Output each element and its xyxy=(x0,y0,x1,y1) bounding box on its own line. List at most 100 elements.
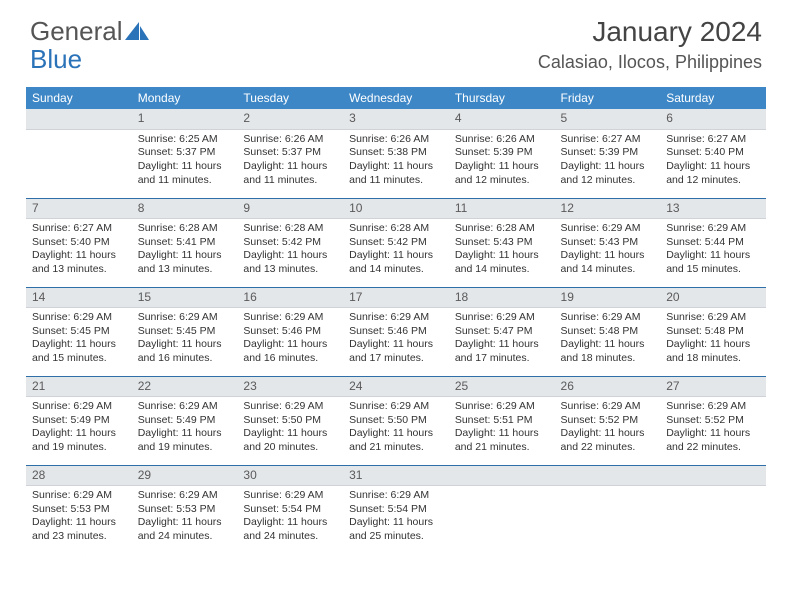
day-cell: 23Sunrise: 6:29 AMSunset: 5:50 PMDayligh… xyxy=(237,376,343,465)
day-detail: Sunrise: 6:29 AMSunset: 5:43 PMDaylight:… xyxy=(555,219,661,281)
sunset-text: Sunset: 5:40 PM xyxy=(666,146,760,160)
day-cell: 2Sunrise: 6:26 AMSunset: 5:37 PMDaylight… xyxy=(237,109,343,198)
sunset-text: Sunset: 5:43 PM xyxy=(561,236,655,250)
day-number: 8 xyxy=(132,199,238,220)
day-cell: 16Sunrise: 6:29 AMSunset: 5:46 PMDayligh… xyxy=(237,287,343,376)
logo-text-2: Blue xyxy=(30,44,82,75)
sunrise-text: Sunrise: 6:29 AM xyxy=(138,400,232,414)
sunset-text: Sunset: 5:47 PM xyxy=(455,325,549,339)
day-cell: 15Sunrise: 6:29 AMSunset: 5:45 PMDayligh… xyxy=(132,287,238,376)
day-detail: Sunrise: 6:28 AMSunset: 5:42 PMDaylight:… xyxy=(237,219,343,281)
day-detail: Sunrise: 6:29 AMSunset: 5:52 PMDaylight:… xyxy=(660,397,766,459)
day-cell: 5Sunrise: 6:27 AMSunset: 5:39 PMDaylight… xyxy=(555,109,661,198)
day-detail: Sunrise: 6:29 AMSunset: 5:46 PMDaylight:… xyxy=(237,308,343,370)
sunrise-text: Sunrise: 6:29 AM xyxy=(32,400,126,414)
title-block: January 2024 Calasiao, Ilocos, Philippin… xyxy=(538,16,762,73)
sunrise-text: Sunrise: 6:28 AM xyxy=(349,222,443,236)
day-number: 17 xyxy=(343,288,449,309)
day-number: 10 xyxy=(343,199,449,220)
sunset-text: Sunset: 5:42 PM xyxy=(243,236,337,250)
calendar-table: SundayMondayTuesdayWednesdayThursdayFrid… xyxy=(26,87,766,554)
week-row: 7Sunrise: 6:27 AMSunset: 5:40 PMDaylight… xyxy=(26,198,766,287)
sunrise-text: Sunrise: 6:28 AM xyxy=(243,222,337,236)
day-detail: Sunrise: 6:25 AMSunset: 5:37 PMDaylight:… xyxy=(132,130,238,192)
sunset-text: Sunset: 5:43 PM xyxy=(455,236,549,250)
day-cell: 26Sunrise: 6:29 AMSunset: 5:52 PMDayligh… xyxy=(555,376,661,465)
day-number: 23 xyxy=(237,377,343,398)
dayhead-wednesday: Wednesday xyxy=(343,87,449,109)
sunrise-text: Sunrise: 6:27 AM xyxy=(666,133,760,147)
day-cell: 11Sunrise: 6:28 AMSunset: 5:43 PMDayligh… xyxy=(449,198,555,287)
day-cell xyxy=(449,465,555,554)
sunrise-text: Sunrise: 6:29 AM xyxy=(666,400,760,414)
day-cell: 13Sunrise: 6:29 AMSunset: 5:44 PMDayligh… xyxy=(660,198,766,287)
day-number: 22 xyxy=(132,377,238,398)
daylight-text: Daylight: 11 hours and 21 minutes. xyxy=(349,427,443,454)
sunset-text: Sunset: 5:44 PM xyxy=(666,236,760,250)
day-cell: 17Sunrise: 6:29 AMSunset: 5:46 PMDayligh… xyxy=(343,287,449,376)
day-number: 25 xyxy=(449,377,555,398)
day-cell: 8Sunrise: 6:28 AMSunset: 5:41 PMDaylight… xyxy=(132,198,238,287)
dayhead-tuesday: Tuesday xyxy=(237,87,343,109)
daylight-text: Daylight: 11 hours and 21 minutes. xyxy=(455,427,549,454)
day-detail: Sunrise: 6:26 AMSunset: 5:38 PMDaylight:… xyxy=(343,130,449,192)
sunrise-text: Sunrise: 6:29 AM xyxy=(561,222,655,236)
day-detail: Sunrise: 6:29 AMSunset: 5:52 PMDaylight:… xyxy=(555,397,661,459)
day-detail: Sunrise: 6:27 AMSunset: 5:40 PMDaylight:… xyxy=(660,130,766,192)
sunset-text: Sunset: 5:39 PM xyxy=(561,146,655,160)
daylight-text: Daylight: 11 hours and 20 minutes. xyxy=(243,427,337,454)
sunset-text: Sunset: 5:49 PM xyxy=(138,414,232,428)
sunset-text: Sunset: 5:51 PM xyxy=(455,414,549,428)
day-cell: 10Sunrise: 6:28 AMSunset: 5:42 PMDayligh… xyxy=(343,198,449,287)
day-number: 4 xyxy=(449,109,555,130)
daylight-text: Daylight: 11 hours and 17 minutes. xyxy=(349,338,443,365)
day-detail: Sunrise: 6:29 AMSunset: 5:54 PMDaylight:… xyxy=(343,486,449,548)
day-detail: Sunrise: 6:29 AMSunset: 5:47 PMDaylight:… xyxy=(449,308,555,370)
sunset-text: Sunset: 5:53 PM xyxy=(138,503,232,517)
sunrise-text: Sunrise: 6:29 AM xyxy=(349,489,443,503)
daylight-text: Daylight: 11 hours and 18 minutes. xyxy=(666,338,760,365)
page-title: January 2024 xyxy=(538,16,762,48)
sunrise-text: Sunrise: 6:29 AM xyxy=(455,311,549,325)
day-number: 20 xyxy=(660,288,766,309)
sunrise-text: Sunrise: 6:29 AM xyxy=(561,311,655,325)
day-detail: Sunrise: 6:27 AMSunset: 5:40 PMDaylight:… xyxy=(26,219,132,281)
day-number: 13 xyxy=(660,199,766,220)
day-detail: Sunrise: 6:29 AMSunset: 5:44 PMDaylight:… xyxy=(660,219,766,281)
sunrise-text: Sunrise: 6:29 AM xyxy=(138,489,232,503)
sunset-text: Sunset: 5:49 PM xyxy=(32,414,126,428)
day-number: 6 xyxy=(660,109,766,130)
sunrise-text: Sunrise: 6:29 AM xyxy=(32,311,126,325)
location-text: Calasiao, Ilocos, Philippines xyxy=(538,52,762,73)
sunrise-text: Sunrise: 6:26 AM xyxy=(243,133,337,147)
day-number: 24 xyxy=(343,377,449,398)
sunset-text: Sunset: 5:48 PM xyxy=(561,325,655,339)
day-detail: Sunrise: 6:27 AMSunset: 5:39 PMDaylight:… xyxy=(555,130,661,192)
daylight-text: Daylight: 11 hours and 13 minutes. xyxy=(32,249,126,276)
sunset-text: Sunset: 5:37 PM xyxy=(243,146,337,160)
week-row: 21Sunrise: 6:29 AMSunset: 5:49 PMDayligh… xyxy=(26,376,766,465)
daylight-text: Daylight: 11 hours and 11 minutes. xyxy=(138,160,232,187)
day-number: 2 xyxy=(237,109,343,130)
day-number xyxy=(555,466,661,487)
day-cell: 4Sunrise: 6:26 AMSunset: 5:39 PMDaylight… xyxy=(449,109,555,198)
sunrise-text: Sunrise: 6:29 AM xyxy=(32,489,126,503)
day-detail: Sunrise: 6:26 AMSunset: 5:37 PMDaylight:… xyxy=(237,130,343,192)
daylight-text: Daylight: 11 hours and 17 minutes. xyxy=(455,338,549,365)
sunset-text: Sunset: 5:41 PM xyxy=(138,236,232,250)
day-detail: Sunrise: 6:29 AMSunset: 5:48 PMDaylight:… xyxy=(660,308,766,370)
day-detail: Sunrise: 6:29 AMSunset: 5:50 PMDaylight:… xyxy=(237,397,343,459)
daylight-text: Daylight: 11 hours and 24 minutes. xyxy=(243,516,337,543)
sunset-text: Sunset: 5:38 PM xyxy=(349,146,443,160)
daylight-text: Daylight: 11 hours and 15 minutes. xyxy=(666,249,760,276)
daylight-text: Daylight: 11 hours and 11 minutes. xyxy=(243,160,337,187)
day-number: 29 xyxy=(132,466,238,487)
day-cell: 30Sunrise: 6:29 AMSunset: 5:54 PMDayligh… xyxy=(237,465,343,554)
day-detail: Sunrise: 6:29 AMSunset: 5:49 PMDaylight:… xyxy=(26,397,132,459)
daylight-text: Daylight: 11 hours and 18 minutes. xyxy=(561,338,655,365)
sunrise-text: Sunrise: 6:29 AM xyxy=(243,311,337,325)
daylight-text: Daylight: 11 hours and 19 minutes. xyxy=(32,427,126,454)
day-detail: Sunrise: 6:28 AMSunset: 5:42 PMDaylight:… xyxy=(343,219,449,281)
day-number: 21 xyxy=(26,377,132,398)
day-number xyxy=(660,466,766,487)
